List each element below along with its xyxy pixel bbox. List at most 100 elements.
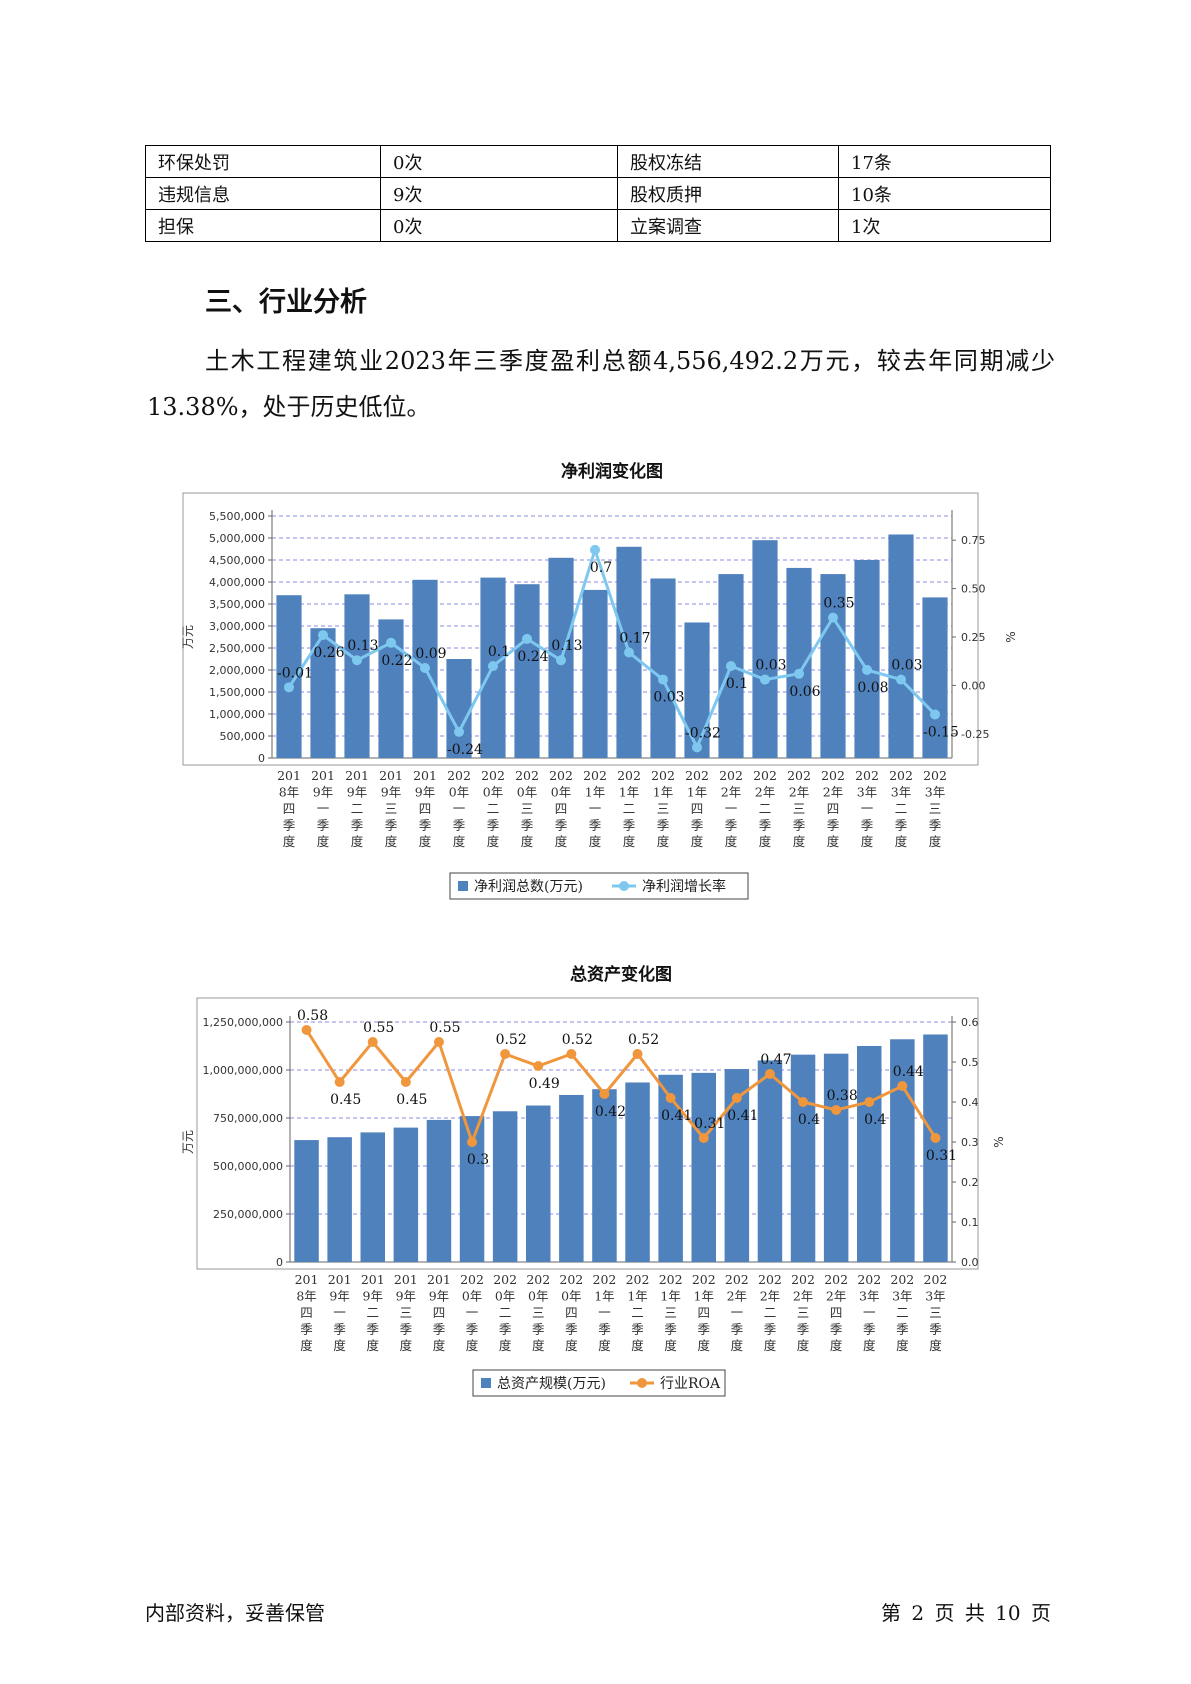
line-point	[897, 1081, 908, 1091]
data-label: 0.24	[517, 649, 548, 665]
x-tick-label: 202	[481, 768, 505, 783]
table-cell: 担保	[145, 209, 381, 242]
x-tick-label: 2年	[789, 785, 809, 800]
data-label: 0.3	[467, 1152, 489, 1168]
x-tick-label: 201	[311, 768, 335, 783]
bar	[393, 1127, 419, 1262]
x-tick-label: 季	[521, 818, 534, 833]
x-tick-label: 度	[598, 1338, 611, 1353]
x-tick-label: 202	[758, 1272, 782, 1287]
data-label: 0.47	[760, 1052, 791, 1068]
y-axis-title: 万元	[181, 625, 195, 649]
bar	[757, 1060, 783, 1262]
table-cell: 违规信息	[145, 177, 381, 210]
chart-frame	[196, 997, 979, 1270]
footer-confidential-note: 内部资料，妥善保管	[145, 1601, 325, 1625]
x-tick-label: 201	[328, 1272, 352, 1287]
x-tick-label: 201	[427, 1272, 451, 1287]
x-tick-label: 季	[731, 1322, 744, 1337]
line-point	[692, 742, 702, 753]
legend-label: 净利润增长率	[642, 878, 726, 895]
line-point	[367, 1037, 378, 1047]
y-axis-title: 万元	[181, 1130, 195, 1154]
line-point	[301, 1025, 312, 1035]
x-tick-label: 季	[827, 818, 840, 833]
x-tick-label: 度	[565, 1338, 578, 1353]
y-tick-label: 4,000,000	[209, 576, 265, 589]
risk-info-table: 环保处罚 0次 股权冻结 17条 违规信息 9次 股权质押 10条 担保 0次 …	[145, 145, 1051, 242]
data-label: 0.44	[893, 1064, 924, 1080]
y2-tick-label: 0.25	[961, 631, 986, 644]
x-tick-label: 202	[923, 768, 947, 783]
line-point	[698, 1133, 709, 1143]
x-tick-label: 季	[499, 1322, 512, 1337]
bar	[360, 1132, 385, 1262]
data-label: 0.1	[488, 644, 510, 660]
bar	[684, 622, 710, 758]
x-tick-label: 四	[283, 801, 296, 816]
line-point	[930, 709, 940, 720]
x-tick-label: 度	[351, 834, 364, 849]
data-label: 0.08	[857, 680, 888, 696]
x-tick-label: 季	[589, 818, 602, 833]
net-profit-chart: 净利润变化图 0 500,000 1,000,000 1,500,000 2,000,00…	[0, 450, 1191, 910]
data-label: -0.15	[923, 724, 959, 740]
data-label: -0.32	[685, 725, 721, 741]
data-label: 0.52	[496, 1032, 527, 1048]
line-point	[467, 1137, 478, 1147]
table-cell: 0次	[380, 145, 618, 178]
line-series	[287, 544, 937, 751]
footer-page-number: 第 2 页 共 10 页	[881, 1601, 1051, 1625]
y-tick-label: 0	[276, 1256, 283, 1269]
bar	[923, 1034, 948, 1262]
x-tick-label: 0年	[561, 1289, 581, 1304]
x-tick-label: 0年	[449, 785, 469, 800]
table-cell: 立案调查	[617, 209, 839, 242]
x-tick-label: 三	[797, 1305, 810, 1320]
x-tick-label: 季	[283, 818, 296, 833]
line-point	[794, 668, 804, 679]
data-label: 0.52	[628, 1032, 659, 1048]
x-tick-label: 季	[351, 818, 364, 833]
line-point	[556, 655, 566, 666]
bar	[857, 1046, 882, 1262]
y2-tick-label: 0.0	[961, 1256, 979, 1269]
y2-tick-label: 0.4	[961, 1096, 979, 1109]
x-tick-label: 度	[487, 834, 500, 849]
x-tick-label: 度	[929, 1338, 942, 1353]
line-point	[590, 544, 600, 555]
x-tick-label: 季	[929, 1322, 942, 1337]
x-tick-label: 季	[631, 1322, 644, 1337]
line-point	[420, 662, 430, 673]
x-tick-label: 202	[924, 1272, 948, 1287]
data-label: 0.55	[429, 1020, 460, 1036]
x-tick-label: 季	[433, 1322, 446, 1337]
x-tick-label: 度	[532, 1338, 545, 1353]
bar	[492, 1111, 518, 1262]
x-tick-label: 季	[333, 1322, 346, 1337]
x-tick-label: 202	[821, 768, 845, 783]
x-tick-label: 2年	[760, 1289, 780, 1304]
line-point	[896, 674, 906, 685]
data-label: 0.03	[891, 658, 922, 674]
x-tick-label: 3年	[857, 785, 877, 800]
x-tick-label: 季	[419, 818, 432, 833]
table-row: 违规信息 9次 股权质押 10条	[145, 177, 1051, 210]
data-label: 0.31	[926, 1148, 957, 1164]
x-tick-label: 202	[890, 1272, 914, 1287]
x-tick-label: 202	[593, 1272, 617, 1287]
y-tick-label: 500,000	[220, 730, 266, 743]
x-tick-label: 二	[623, 801, 636, 816]
x-tick-label: 度	[759, 834, 772, 849]
x-tick-label: 一	[863, 1305, 876, 1320]
x-tick-label: 202	[583, 768, 607, 783]
x-tick-label: 三	[664, 1305, 677, 1320]
bar	[426, 1119, 452, 1262]
bar	[888, 534, 914, 758]
bar	[790, 1054, 816, 1262]
x-tick-label: 季	[317, 818, 330, 833]
x-tick-label: 202	[855, 768, 879, 783]
line-point	[798, 1097, 809, 1107]
x-tick-label: 季	[555, 818, 568, 833]
x-tick-label: 季	[487, 818, 500, 833]
